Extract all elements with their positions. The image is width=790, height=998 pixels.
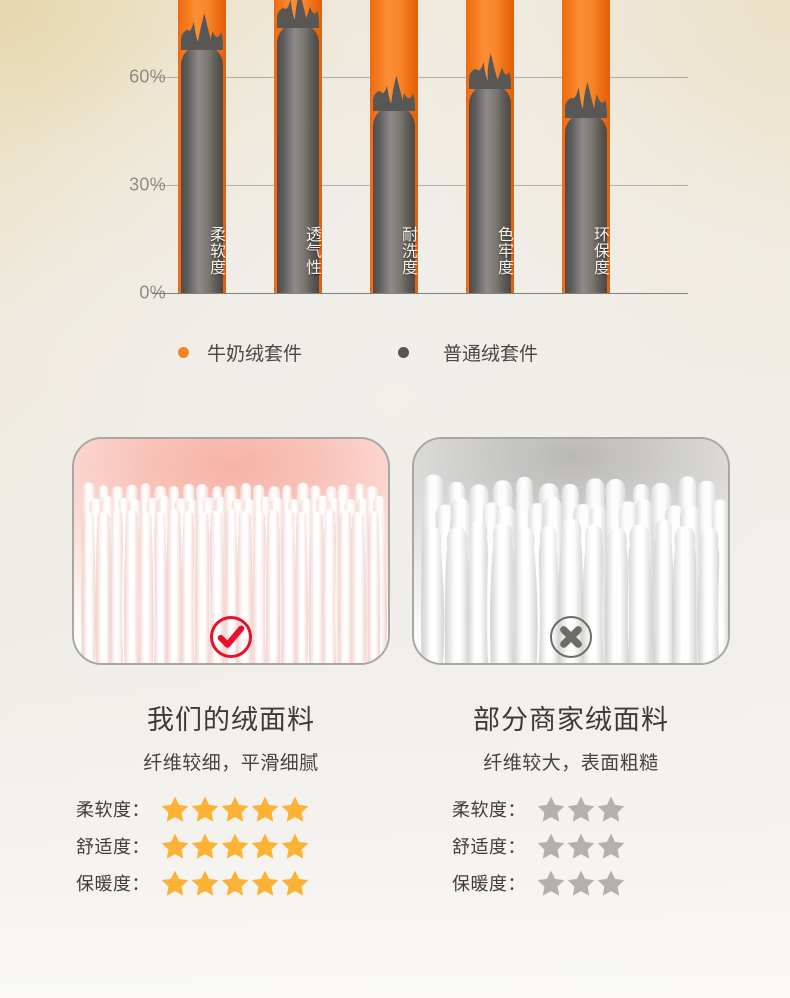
caption-subtitle-ours: 纤维较细，平滑细腻 xyxy=(143,752,319,774)
star-icon xyxy=(221,869,249,896)
chart-legend: 牛奶绒套件 普通绒套件 xyxy=(168,334,688,370)
star-icon xyxy=(191,795,219,822)
y-axis-tick-label: 60% xyxy=(129,66,166,87)
chart-y-axis: 90%60%30%0% xyxy=(104,66,166,303)
star-icon xyxy=(597,832,625,859)
rating-row: 舒适度： xyxy=(66,827,396,864)
star-icon xyxy=(161,869,189,896)
rating-row: 舒适度： xyxy=(406,827,736,864)
star-rating xyxy=(536,831,626,861)
bar-category-label: 柔软度 xyxy=(207,226,226,276)
legend-dot-icon xyxy=(178,346,189,358)
chart-bar-group: 耐洗度 xyxy=(370,0,418,293)
chart-bars: 柔软度 透气性 耐洗度 色牢度 环保度 xyxy=(168,0,688,293)
caption-title-others: 部分商家绒面料 xyxy=(473,705,669,736)
fabric-photo-panel-ours xyxy=(72,437,390,665)
y-axis-tick-label: 0% xyxy=(139,282,166,303)
star-icon xyxy=(281,869,309,896)
star-icon xyxy=(567,795,595,822)
bar-category-label: 环保度 xyxy=(591,226,610,276)
cross-icon xyxy=(560,626,582,648)
cross-badge xyxy=(550,616,592,658)
star-icon xyxy=(191,869,219,896)
star-icon xyxy=(161,795,189,822)
rating-label: 保暖度： xyxy=(76,873,150,895)
caption-subtitle-others: 纤维较大，表面粗糙 xyxy=(483,752,659,774)
chart-baseline xyxy=(152,293,688,294)
legend-dot-icon xyxy=(398,346,409,358)
star-icon xyxy=(221,832,249,859)
rating-label: 舒适度： xyxy=(76,836,150,858)
star-icon xyxy=(597,795,625,822)
bar-category-label: 透气性 xyxy=(303,226,322,276)
chart-gridline xyxy=(152,185,688,186)
rating-label: 保暖度： xyxy=(452,873,526,895)
rating-row: 保暖度： xyxy=(66,864,396,901)
star-rating xyxy=(536,868,626,898)
chart-bar-group: 透气性 xyxy=(274,0,322,293)
bar-category-label: 色牢度 xyxy=(495,226,514,276)
star-rating xyxy=(160,868,310,898)
bar-category-label: 耐洗度 xyxy=(399,226,418,276)
rating-list-ours: 柔软度： 舒适度： 保暖度： xyxy=(66,790,396,901)
rating-list-others: 柔软度： 舒适度： 保暖度： xyxy=(406,790,736,901)
star-icon xyxy=(567,832,595,859)
legend-item-milk-fleece: 牛奶绒套件 xyxy=(178,334,302,370)
legend-label: 普通绒套件 xyxy=(443,342,539,365)
flame-tip-icon xyxy=(181,12,223,50)
star-icon xyxy=(537,832,565,859)
star-rating xyxy=(536,794,626,824)
star-icon xyxy=(281,795,309,822)
legend-item-ordinary-fleece: 普通绒套件 xyxy=(398,334,538,370)
chart-bar-group: 色牢度 xyxy=(466,0,514,293)
rating-label: 舒适度： xyxy=(452,836,526,858)
rating-row: 柔软度： xyxy=(66,790,396,827)
rating-label: 柔软度： xyxy=(76,799,150,821)
check-badge xyxy=(210,616,252,658)
star-icon xyxy=(251,832,279,859)
star-icon xyxy=(251,795,279,822)
flame-tip-icon xyxy=(277,0,319,28)
star-icon xyxy=(567,869,595,896)
star-icon xyxy=(191,832,219,859)
coarse-fiber-illustration xyxy=(421,474,728,663)
star-icon xyxy=(161,832,189,859)
legend-label: 牛奶绒套件 xyxy=(207,342,303,365)
caption-title-ours: 我们的绒面料 xyxy=(147,705,315,736)
chart-bar-group: 环保度 xyxy=(562,0,610,293)
chart-gridline xyxy=(152,77,688,78)
fabric-photo-panel-others xyxy=(412,437,730,665)
flame-tip-icon xyxy=(373,73,415,111)
chart-bar-group: 柔软度 xyxy=(178,0,226,293)
flame-tip-icon xyxy=(565,80,607,118)
star-rating xyxy=(160,794,310,824)
rating-row: 柔软度： xyxy=(406,790,736,827)
rating-label: 柔软度： xyxy=(452,799,526,821)
star-icon xyxy=(221,795,249,822)
star-icon xyxy=(537,869,565,896)
star-rating xyxy=(160,831,310,861)
star-icon xyxy=(537,795,565,822)
star-icon xyxy=(251,869,279,896)
check-icon xyxy=(217,625,245,648)
star-icon xyxy=(281,832,309,859)
flame-tip-icon xyxy=(469,51,511,90)
star-icon xyxy=(597,869,625,896)
y-axis-tick-label: 30% xyxy=(129,174,166,195)
rating-row: 保暖度： xyxy=(406,864,736,901)
